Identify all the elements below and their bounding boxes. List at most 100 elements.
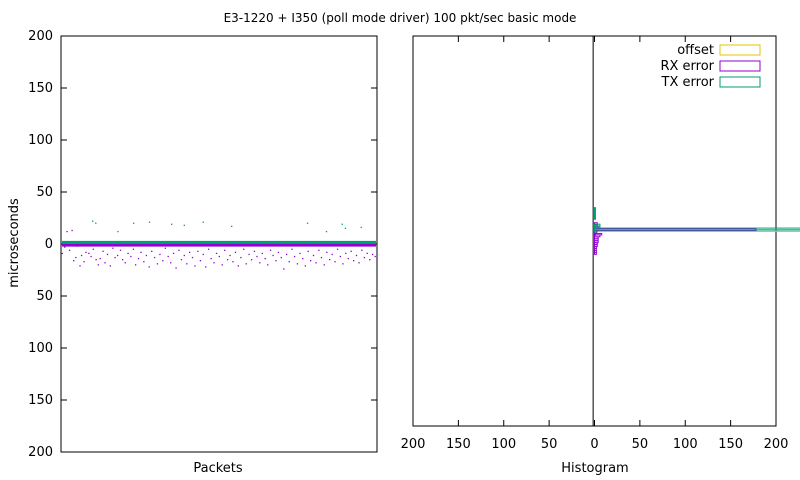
scatter-point-rx-error	[109, 265, 111, 267]
scatter-point-rx-error	[261, 252, 263, 255]
scatter-point-rx-error	[256, 255, 258, 258]
scatter-point-rx-error	[218, 255, 221, 258]
scatter-point-rx-error	[291, 248, 293, 250]
scatter-point-rx-error	[205, 266, 207, 268]
right-x-tick-label: 200	[401, 437, 426, 452]
scatter-point-rx-error	[323, 264, 325, 266]
scatter-point-rx-error	[371, 253, 374, 256]
scatter-point-rx-error	[355, 254, 358, 257]
scatter-point-rx-error	[248, 253, 250, 256]
scatter-point-rx-error	[80, 254, 83, 257]
scatter-point-rx-error	[253, 250, 256, 252]
scatter-point-rx-error	[221, 264, 223, 266]
scatter-point-rx-error	[73, 260, 75, 262]
scatter-point-rx-error	[122, 259, 124, 261]
scatter-point-rx-error	[350, 250, 352, 252]
scatter-point-rx-error	[88, 252, 90, 255]
scatter-point-tx-error	[148, 221, 151, 223]
left-y-tick-label: 200	[28, 445, 53, 460]
scatter-point-rx-error	[304, 265, 306, 267]
scatter-point-rx-error	[99, 257, 101, 260]
scatter-point-rx-error	[320, 256, 323, 259]
histogram-bin-rx-error	[594, 232, 603, 236]
scatter-point-rx-error	[345, 252, 347, 255]
scatter-point-rx-error	[97, 264, 99, 266]
right-x-tick-label: 100	[673, 437, 698, 452]
right-x-tick-label: 0	[590, 437, 598, 452]
scatter-point-rx-error	[361, 249, 363, 251]
legend-swatch-rx-error	[719, 60, 761, 72]
scatter-point-rx-error	[186, 263, 188, 265]
scatter-point-rx-error	[339, 255, 342, 258]
left-y-tick-label: 100	[28, 341, 53, 356]
histogram-bin-tx-error	[594, 227, 800, 231]
scatter-point-rx-error	[130, 255, 132, 258]
scatter-point-rx-error	[199, 260, 202, 262]
scatter-point-rx-error	[312, 254, 315, 257]
scatter-point-rx-error	[64, 246, 66, 248]
scatter-point-rx-error	[202, 253, 204, 256]
scatter-point-tx-error	[344, 227, 347, 230]
scatter-point-rx-error	[191, 256, 194, 259]
scatter-point-rx-error	[336, 248, 339, 250]
right-x-tick-label: 200	[764, 437, 789, 452]
scatter-point-rx-error	[180, 259, 183, 261]
scatter-point-tx-error	[117, 230, 119, 233]
left-band-tx-error	[62, 240, 376, 244]
scatter-point-rx-error	[210, 257, 212, 260]
scatter-point-rx-error	[116, 254, 119, 257]
scatter-point-rx-error	[114, 256, 116, 259]
scatter-point-rx-error	[229, 254, 231, 257]
scatter-point-rx-error	[159, 253, 161, 256]
scatter-point-rx-error	[66, 230, 68, 233]
scatter-point-rx-error	[153, 256, 156, 259]
scatter-point-rx-error	[194, 265, 196, 267]
scatter-point-rx-error	[172, 252, 175, 255]
scatter-point-rx-error	[61, 252, 63, 255]
left-y-tick-label: 150	[28, 393, 53, 408]
scatter-point-rx-error	[264, 257, 266, 260]
left-y-tick-label: 200	[28, 29, 53, 44]
scatter-point-rx-error	[102, 250, 104, 252]
scatter-point-rx-error	[151, 250, 153, 252]
scatter-point-rx-error	[137, 257, 140, 260]
left-y-axis-label: microseconds	[7, 198, 22, 288]
scatter-point-rx-error	[280, 256, 282, 259]
legend-label-tx-error: TX error	[661, 75, 715, 90]
scatter-point-rx-error	[167, 255, 169, 258]
right-x-tick-label: 50	[541, 437, 558, 452]
scatter-point-rx-error	[358, 262, 360, 264]
scatter-point-rx-error	[112, 247, 114, 249]
scatter-point-rx-error	[275, 260, 277, 262]
scatter-point-rx-error	[83, 261, 85, 263]
scatter-point-rx-error	[329, 259, 331, 261]
chart-title: E3-1220 + I350 (poll mode driver) 100 pk…	[224, 11, 577, 25]
scatter-point-rx-error	[178, 249, 180, 251]
scatter-point-rx-error	[269, 249, 272, 251]
scatter-point-rx-error	[132, 248, 135, 250]
scatter-point-rx-error	[95, 259, 97, 261]
scatter-point-rx-error	[277, 251, 280, 254]
scatter-point-rx-error	[124, 262, 126, 264]
scatter-point-rx-error	[215, 252, 218, 255]
scatter-point-rx-error	[134, 264, 137, 266]
scatter-point-rx-error	[318, 249, 320, 251]
scatter-point-rx-error	[104, 262, 106, 264]
scatter-point-rx-error	[76, 245, 78, 247]
scatter-point-tx-error	[231, 225, 233, 228]
scatter-point-tx-error	[171, 223, 173, 225]
right-x-axis-label: Histogram	[561, 461, 628, 476]
scatter-point-rx-error	[288, 261, 290, 263]
scatter-point-rx-error	[170, 262, 172, 264]
scatter-point-tx-error	[341, 223, 343, 225]
scatter-point-rx-error	[296, 263, 299, 265]
scatter-point-rx-error	[245, 263, 247, 265]
scatter-point-rx-error	[363, 256, 366, 259]
legend-label-offset: offset	[677, 43, 714, 58]
scatter-point-rx-error	[90, 255, 92, 258]
left-x-axis-label: Packets	[193, 461, 243, 476]
scatter-point-rx-error	[347, 257, 349, 260]
